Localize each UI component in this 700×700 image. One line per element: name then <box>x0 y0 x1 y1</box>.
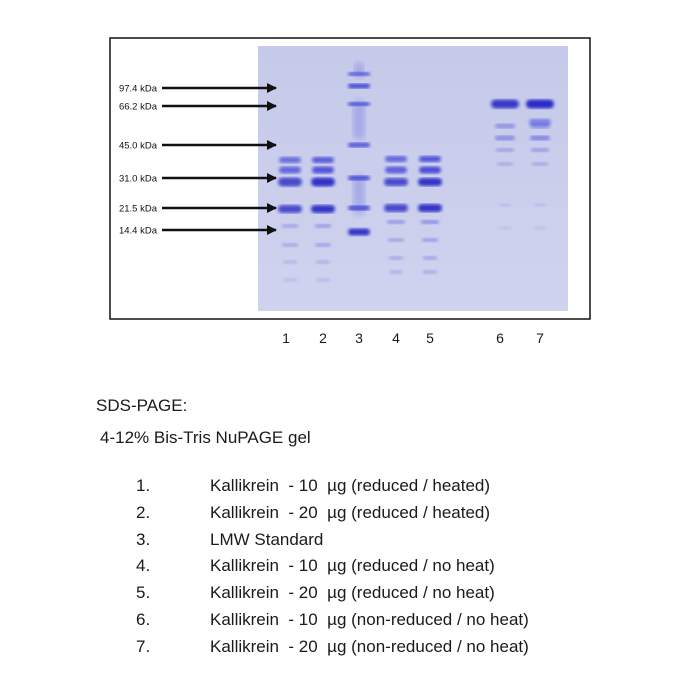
legend-item: 3. LMW Standard <box>136 530 529 557</box>
gel-band <box>278 205 302 213</box>
gel-band <box>418 204 442 212</box>
gel-band <box>353 175 365 215</box>
gel-bands <box>278 62 554 282</box>
marker-label: 14.4 kDa <box>119 226 158 237</box>
gel-band <box>531 148 549 152</box>
gel-band <box>497 162 513 166</box>
gel-band <box>384 178 408 186</box>
gel-band <box>282 243 298 247</box>
marker-label: 97.4 kDa <box>119 84 158 95</box>
marker-label: 66.2 kDa <box>119 102 158 113</box>
gel-band <box>387 220 405 224</box>
legend-text: Kallikrein - 20 µg (reduced / no heat) <box>210 583 495 603</box>
gel-band <box>283 278 297 282</box>
legend-number: 3. <box>136 529 151 549</box>
marker-label: 21.5 kDa <box>119 204 158 215</box>
gel-band <box>529 119 551 125</box>
gel-band <box>418 178 442 186</box>
gel-description: 4-12% Bis-Tris NuPAGE gel <box>100 428 311 447</box>
lane-number: 4 <box>392 330 400 346</box>
gel-band <box>526 99 554 109</box>
legend-number: 4. <box>136 556 151 576</box>
legend-item: 6. Kallikrein - 10 µg (non-reduced / no h… <box>136 610 529 637</box>
gel-band <box>419 156 441 162</box>
legend-text: Kallikrein - 10 µg (non-reduced / no hea… <box>210 609 529 629</box>
lane-number: 6 <box>496 330 504 346</box>
legend-number: 6. <box>136 609 151 629</box>
gel-band <box>348 83 370 89</box>
gel-band <box>311 177 335 187</box>
gel-band <box>388 238 404 242</box>
gel-band <box>499 203 511 207</box>
lane-legend: 1. Kallikrein - 10 µg (reduced / heated) 2… <box>136 476 529 664</box>
gel-background <box>258 46 568 311</box>
gel-band <box>423 270 437 274</box>
lane-number: 7 <box>536 330 544 346</box>
legend-number: 1. <box>136 476 151 495</box>
legend-number: 7. <box>136 636 151 656</box>
lane-number: 3 <box>355 330 363 346</box>
legend-text: Kallikrein - 10 µg (reduced / heated) <box>210 476 491 495</box>
marker-label: 45.0 kDa <box>119 141 158 152</box>
gel-band <box>316 260 330 264</box>
gel-band <box>315 243 331 247</box>
gel-band <box>384 204 408 212</box>
legend-item: 1. Kallikrein - 10 µg (reduced / heated) <box>136 476 529 503</box>
gel-band <box>496 148 514 152</box>
gel-band <box>534 203 546 207</box>
lane-number: 1 <box>282 330 290 346</box>
legend-item: 4. Kallikrein - 10 µg (reduced / no heat) <box>136 556 529 583</box>
gel-band <box>354 62 364 78</box>
gel-band <box>348 142 370 148</box>
gel-band <box>532 162 548 166</box>
gel-band <box>495 123 515 129</box>
legend-text: LMW Standard <box>210 529 324 549</box>
gel-figure: 97.4 kDa 66.2 kDa 45.0 kDa 31.0 kDa 21.5 kDa… <box>109 37 591 320</box>
legend-number: 5. <box>136 583 151 603</box>
gel-band <box>278 177 302 187</box>
gel-band <box>530 135 550 141</box>
gel-band <box>421 220 439 224</box>
gel-band <box>419 166 441 174</box>
gel-band <box>534 226 546 230</box>
gel-band <box>423 256 437 260</box>
gel-band <box>353 100 365 140</box>
marker-label: 31.0 kDa <box>119 174 158 185</box>
legend-text: Kallikrein - 20 µg (non-reduced / no hea… <box>210 636 529 656</box>
gel-band <box>312 166 334 174</box>
gel-band <box>316 278 330 282</box>
legend-item: 7. Kallikrein - 20 µg (non-reduced / no h… <box>136 637 529 664</box>
gel-band <box>311 205 335 213</box>
gel-band <box>385 166 407 174</box>
gel-band <box>385 156 407 162</box>
gel-band <box>279 157 301 163</box>
gel-band <box>279 166 301 174</box>
gel-band <box>422 238 438 242</box>
legend-text: Kallikrein - 10 µg (reduced / no heat) <box>210 556 495 576</box>
legend-text: Kallikrein - 20 µg (reduced / heated) <box>210 502 491 522</box>
gel-band <box>499 226 511 230</box>
gel-band <box>491 99 519 109</box>
gel-band <box>315 224 331 228</box>
gel-band <box>282 224 298 228</box>
legend-item: 2. Kallikrein - 20 µg (reduced / heated) <box>136 503 529 530</box>
gel-band <box>389 270 403 274</box>
figure-heading: SDS-PAGE: <box>96 396 188 415</box>
lane-number: 2 <box>319 330 327 346</box>
gel-band <box>348 228 370 236</box>
gel-band <box>312 157 334 163</box>
gel-band <box>283 260 297 264</box>
lane-number: 5 <box>426 330 434 346</box>
legend-item: 5. Kallikrein - 20 µg (reduced / no heat) <box>136 583 529 610</box>
gel-band <box>495 135 515 141</box>
gel-band <box>389 256 403 260</box>
legend-number: 2. <box>136 502 151 522</box>
